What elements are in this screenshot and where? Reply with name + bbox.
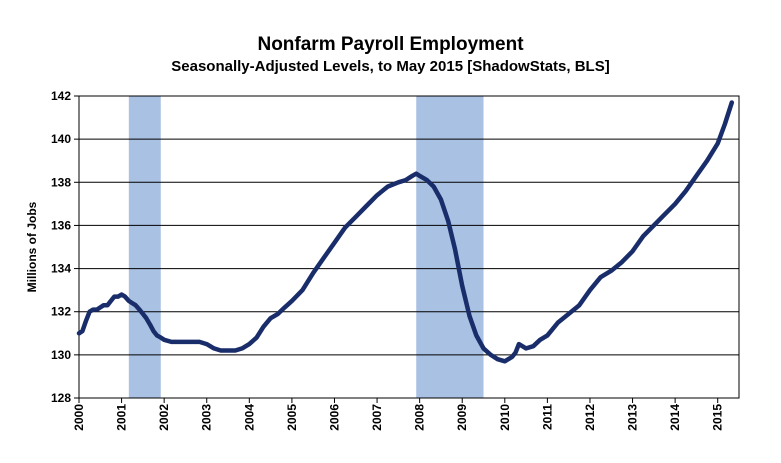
y-axis: 128 130 132 134 136 138 140 142 bbox=[51, 89, 79, 405]
series-line-payroll bbox=[76, 100, 735, 364]
y-tick-label: 128 bbox=[51, 391, 71, 405]
gridlines bbox=[79, 95, 739, 399]
x-tick-label: 2006 bbox=[327, 404, 341, 431]
x-tick-label: 2002 bbox=[157, 404, 171, 431]
y-tick-label: 140 bbox=[51, 132, 71, 146]
chart-title: Nonfarm Payroll Employment bbox=[257, 34, 524, 55]
x-tick-label: 2015 bbox=[711, 404, 725, 431]
x-tick-label: 2012 bbox=[583, 404, 597, 431]
x-tick-label: 2000 bbox=[72, 404, 86, 431]
x-tick-label: 2003 bbox=[200, 404, 214, 431]
y-tick-label: 136 bbox=[51, 218, 71, 232]
x-tick-label: 2014 bbox=[668, 404, 682, 431]
recession-shading bbox=[128, 96, 484, 398]
y-axis-title: Millions of Jobs bbox=[25, 201, 39, 292]
x-tick-label: 2001 bbox=[115, 404, 129, 431]
x-tick-label: 2004 bbox=[242, 404, 256, 431]
y-tick-label: 132 bbox=[51, 305, 71, 319]
y-tick-label: 138 bbox=[51, 175, 71, 189]
x-tick-label: 2013 bbox=[626, 404, 640, 431]
x-tick-label: 2010 bbox=[498, 404, 512, 431]
x-tick-label: 2005 bbox=[285, 404, 299, 431]
recession-band-2 bbox=[416, 96, 484, 398]
y-tick-label: 130 bbox=[51, 348, 71, 362]
y-tick-label: 134 bbox=[51, 262, 71, 276]
x-tick-label: 2011 bbox=[540, 404, 554, 430]
x-tick-label: 2008 bbox=[413, 404, 427, 431]
y-tick-label: 142 bbox=[51, 89, 71, 103]
chart-subtitle: Seasonally-Adjusted Levels, to May 2015 … bbox=[171, 58, 610, 75]
recession-band-1 bbox=[128, 96, 161, 398]
x-tick-label: 2007 bbox=[370, 404, 384, 431]
plot-area-frame bbox=[78, 95, 740, 399]
x-tick-label: 2009 bbox=[455, 404, 469, 431]
x-axis: 2000 2001 2002 2003 2004 2005 2006 2007 2008 2009… bbox=[72, 398, 725, 431]
